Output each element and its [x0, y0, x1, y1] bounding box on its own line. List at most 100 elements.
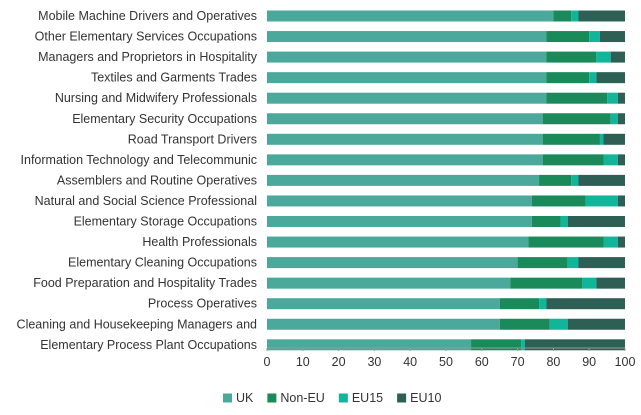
category-label: Natural and Social Science Professional [35, 194, 257, 208]
category-label: Process Operatives [148, 297, 257, 311]
bar-segment-eu10 [578, 174, 625, 186]
x-tick-label: 50 [439, 355, 453, 369]
bar-segment-eu10 [617, 236, 625, 248]
bar-segment-eu15 [589, 72, 597, 84]
bar-segment-eu10 [617, 154, 625, 166]
bar-segment-uk [267, 31, 547, 43]
category-label: Road Transport Drivers [128, 132, 257, 146]
x-tick-label: 10 [296, 355, 310, 369]
bar-segment-uk [267, 92, 547, 104]
bar-segment-non-eu [542, 154, 604, 166]
x-tick-label: 90 [582, 355, 596, 369]
bar-segment-eu15 [603, 236, 618, 248]
x-tick-label: 0 [264, 355, 271, 369]
legend-label-eu15: EU15 [352, 391, 383, 405]
bar-segment-eu10 [596, 72, 625, 84]
bar-segment-non-eu [531, 216, 561, 227]
bar-segment-eu10 [578, 257, 625, 269]
x-axis: 0 10 20 30 40 50 60 70 80 90 100 [264, 347, 636, 369]
bar-segment-eu15 [582, 277, 597, 289]
bar-segment-uk [267, 10, 554, 22]
category-label: Information Technology and Telecommunic [21, 153, 257, 167]
bar-segment-non-eu [546, 31, 590, 43]
bar-segment-non-eu [531, 195, 586, 207]
category-label: Managers and Proprietors in Hospitality [38, 50, 258, 64]
x-tick-label: 80 [546, 355, 560, 369]
bar-segment-eu15 [549, 318, 568, 330]
bar-segment-uk [267, 216, 532, 227]
bar-segment-eu10 [567, 318, 625, 330]
bar-segment-uk [267, 113, 543, 125]
bar-segment-uk [267, 174, 540, 186]
bar-segment-non-eu [517, 257, 568, 269]
legend-label-non-eu: Non-EU [280, 391, 324, 405]
bar-segment-non-eu [510, 277, 583, 289]
category-label: Elementary Process Plant Occupations [40, 338, 257, 352]
bar-segment-eu10 [578, 10, 625, 22]
legend-label-uk: UK [236, 391, 254, 405]
x-tick-label: 30 [367, 355, 381, 369]
bar-segment-non-eu [539, 174, 572, 186]
bar-segment-non-eu [471, 339, 522, 351]
bar-segment-eu10 [546, 298, 625, 310]
legend-swatch-non-eu [267, 393, 277, 403]
bar-segment-non-eu [542, 133, 600, 145]
bar-segment-uk [267, 318, 500, 330]
category-label: Food Preparation and Hospitality Trades [33, 276, 257, 290]
legend: UK Non-EU EU15 EU10 [223, 391, 441, 405]
bar-segment-uk [267, 277, 511, 289]
bar-segment-eu10 [610, 51, 625, 63]
bar-segment-eu10 [524, 339, 625, 351]
bar-segment-uk [267, 339, 472, 351]
x-tick-label: 20 [332, 355, 346, 369]
bar-segment-uk [267, 51, 547, 63]
category-label: Assemblers and Routine Operatives [57, 173, 257, 187]
bar-segment-eu15 [521, 339, 525, 351]
bar-segment-eu10 [596, 277, 625, 289]
category-label: Cleaning and Housekeeping Managers and [17, 317, 257, 331]
x-tick-label: 100 [615, 355, 636, 369]
bar-segment-eu15 [560, 216, 568, 227]
bar-segment-non-eu [546, 92, 608, 104]
category-label: Elementary Cleaning Occupations [68, 256, 257, 270]
bar-segment-eu15 [585, 195, 618, 207]
category-label: Textiles and Garments Trades [91, 71, 257, 85]
bar-segment-non-eu [546, 72, 590, 84]
bar-segment-non-eu [542, 113, 611, 125]
bar-segment-eu15 [599, 133, 604, 145]
bar-segment-eu15 [567, 257, 579, 269]
category-label: Elementary Security Occupations [72, 112, 257, 126]
bar-segment-eu15 [607, 92, 618, 104]
bar-segment-eu10 [567, 216, 625, 227]
bar-segment-non-eu [499, 298, 540, 310]
bar-segment-uk [267, 257, 518, 269]
bar-segment-non-eu [499, 318, 550, 330]
bar-segment-uk [267, 72, 547, 84]
bar-segment-eu15 [610, 113, 618, 125]
bar-segment-non-eu [528, 236, 604, 248]
category-label: Other Elementary Services Occupations [35, 30, 257, 44]
bar-segment-uk [267, 236, 529, 248]
category-label: Elementary Storage Occupations [74, 215, 257, 229]
bar-segment-uk [267, 195, 532, 207]
category-label: Mobile Machine Drivers and Operatives [38, 9, 257, 23]
bar-segment-non-eu [546, 51, 597, 63]
x-tick-label: 70 [511, 355, 525, 369]
legend-swatch-eu15 [338, 393, 348, 403]
category-label: Health Professionals [142, 235, 257, 249]
bar-segment-eu15 [589, 31, 600, 43]
bar-segment-uk [267, 298, 500, 310]
bar-segment-uk [267, 154, 543, 166]
bars-layer [267, 10, 625, 351]
bar-segment-eu10 [599, 31, 625, 43]
category-labels: Mobile Machine Drivers and Operatives Oth… [17, 9, 258, 352]
bar-segment-eu15 [539, 298, 547, 310]
bar-segment-eu15 [571, 174, 579, 186]
bar-segment-eu10 [617, 195, 625, 207]
bar-segment-eu15 [571, 10, 579, 22]
legend-label-eu10: EU10 [410, 391, 441, 405]
bar-segment-eu10 [617, 113, 625, 125]
legend-swatch-uk [223, 393, 232, 403]
